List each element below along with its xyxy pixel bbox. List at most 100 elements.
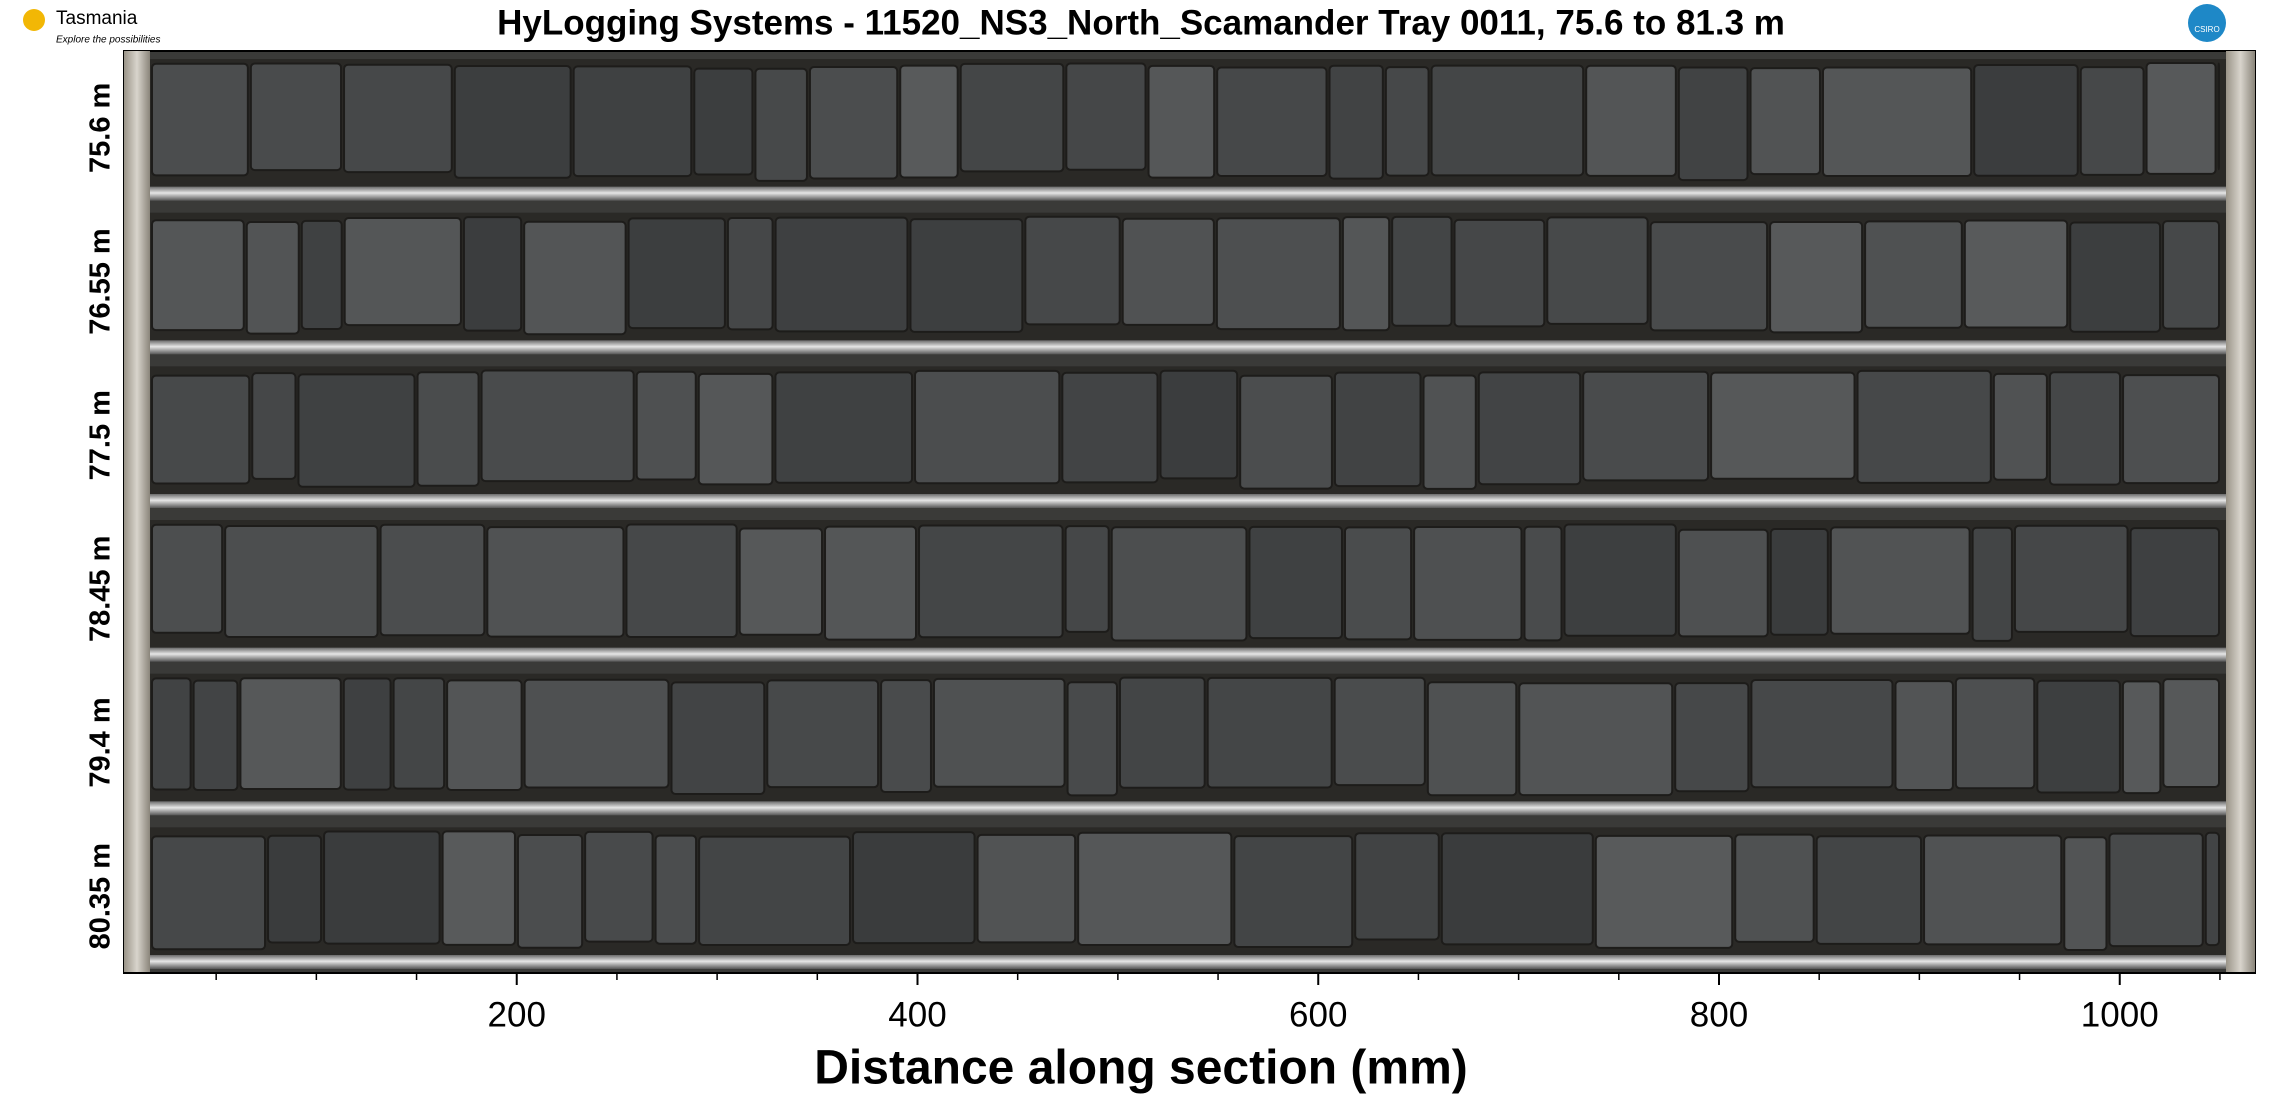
core-piece xyxy=(627,217,726,330)
core-piece xyxy=(1523,525,1563,642)
core-piece xyxy=(1391,215,1453,327)
core-piece xyxy=(1815,835,1923,945)
logo-text: Tasmania xyxy=(56,8,138,29)
core-piece xyxy=(1354,832,1440,941)
core-piece xyxy=(523,220,627,336)
core-piece xyxy=(1582,370,1710,482)
core-piece xyxy=(343,217,462,327)
logo-tagline: Explore the possibilities xyxy=(56,35,161,46)
core-piece xyxy=(1710,371,1856,480)
core-piece xyxy=(1066,681,1118,797)
core-piece xyxy=(1024,215,1121,326)
core-piece xyxy=(670,681,766,795)
core-piece xyxy=(192,679,239,792)
core-piece xyxy=(880,679,932,794)
core-piece xyxy=(1233,835,1354,949)
core-piece xyxy=(1077,831,1233,946)
core-piece xyxy=(1341,216,1391,332)
core-piece xyxy=(151,677,192,791)
core-piece xyxy=(1061,371,1159,484)
core-piece xyxy=(1963,219,2069,329)
row-label: 77.5 m xyxy=(85,390,117,480)
core-piece xyxy=(1563,523,1677,637)
tray-edge xyxy=(2226,51,2255,973)
core-piece xyxy=(914,369,1061,485)
core-piece xyxy=(774,216,909,333)
core-piece xyxy=(654,834,698,945)
core-piece xyxy=(625,523,738,639)
tray-rail xyxy=(150,801,2226,816)
core-piece xyxy=(1430,64,1585,177)
row-label: 80.35 m xyxy=(85,843,117,949)
core-piece xyxy=(1923,834,2063,946)
core-piece xyxy=(1821,66,1973,178)
core-piece xyxy=(2063,836,2108,952)
core-piece xyxy=(1749,67,1821,176)
core-piece xyxy=(899,64,959,179)
core-piece xyxy=(1546,216,1649,325)
core-piece xyxy=(1649,221,1769,332)
core-piece xyxy=(909,218,1024,333)
core-piece xyxy=(2013,524,2129,633)
core-piece xyxy=(1333,676,1426,787)
core-piece xyxy=(852,831,976,945)
core-piece xyxy=(2108,832,2204,948)
core-piece xyxy=(2069,221,2162,333)
core-piece xyxy=(1594,834,1734,949)
core-rows xyxy=(150,59,2226,969)
core-piece xyxy=(1422,374,1477,490)
core-piece xyxy=(824,525,918,641)
core-piece xyxy=(249,62,343,172)
core-piece xyxy=(1769,220,1864,334)
core-piece xyxy=(446,679,523,791)
core-piece xyxy=(1734,833,1815,943)
core-piece xyxy=(151,62,249,177)
core-piece xyxy=(251,372,297,480)
row-label: 79.4 m xyxy=(85,697,117,787)
core-piece xyxy=(1384,66,1430,177)
core-piece xyxy=(2122,374,2220,485)
core-piece xyxy=(738,527,824,636)
tray-rail xyxy=(150,647,2226,662)
core-piece xyxy=(480,369,635,483)
core-piece xyxy=(1677,528,1769,638)
core-piece xyxy=(267,834,323,944)
core-piece xyxy=(918,524,1064,639)
core-piece xyxy=(323,830,441,945)
core-piece xyxy=(1750,678,1894,789)
tray-rail xyxy=(150,186,2226,201)
core-piece xyxy=(1147,64,1216,179)
tray-image xyxy=(123,50,2256,974)
core-piece xyxy=(754,67,808,182)
core-piece xyxy=(697,372,774,486)
core-piece xyxy=(572,65,693,178)
core-piece xyxy=(1121,217,1215,326)
core-piece xyxy=(523,678,670,789)
tray-rail xyxy=(150,494,2226,508)
core-piece xyxy=(1856,369,1992,484)
core-piece xyxy=(379,523,486,637)
core-piece xyxy=(1426,681,1518,797)
tray-edge xyxy=(124,51,150,973)
core-piece xyxy=(2048,371,2122,486)
core-piece xyxy=(2129,527,2221,638)
core-piece xyxy=(239,677,342,791)
core-piece xyxy=(726,217,774,331)
core-piece xyxy=(224,525,379,638)
core-piece xyxy=(1829,526,1971,635)
core-piece xyxy=(1215,217,1341,331)
row-label: 78.45 m xyxy=(85,536,117,642)
core-piece xyxy=(392,677,446,790)
core-piece xyxy=(959,62,1065,173)
core-piece xyxy=(1769,528,1829,636)
tray-rail xyxy=(150,340,2226,355)
core-piece xyxy=(343,63,453,174)
core-piece xyxy=(245,221,300,335)
core-piece xyxy=(1328,64,1384,180)
core-piece xyxy=(453,64,572,179)
x-axis: 200 400 600 800 1000 xyxy=(124,972,2256,1034)
core-piece xyxy=(1518,682,1674,797)
core-piece xyxy=(693,67,754,176)
core-piece xyxy=(698,835,852,946)
logo-left: Tasmania Explore the possibilities xyxy=(23,8,161,46)
